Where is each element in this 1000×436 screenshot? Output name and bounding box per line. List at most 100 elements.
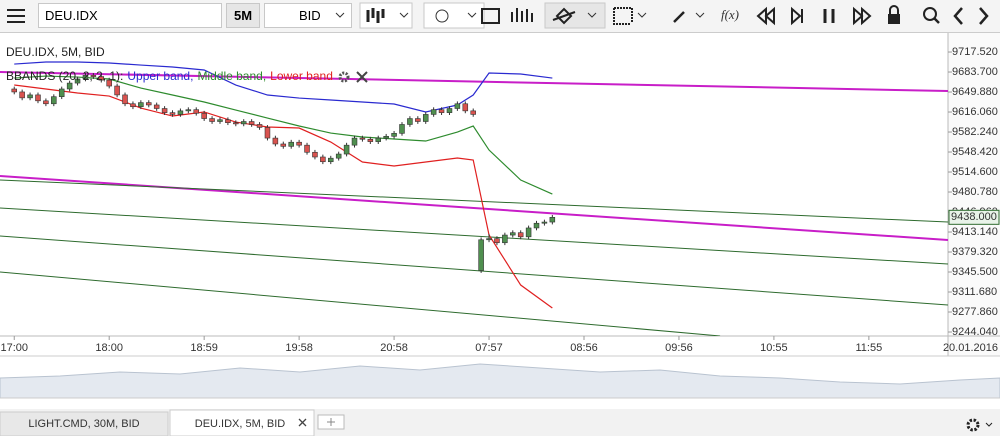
candle-body — [233, 122, 239, 125]
candle-body — [335, 153, 342, 159]
y-tick-label: 9514.600 — [952, 166, 998, 178]
candle-body — [494, 238, 500, 244]
legend-entry: Lower band — [270, 69, 333, 83]
indicator-icon — [435, 9, 449, 23]
last-price-box — [948, 209, 1000, 225]
step[interactable] — [791, 6, 803, 26]
candle-body — [11, 88, 17, 93]
candle-body — [304, 144, 310, 153]
settings-caret — [985, 422, 993, 427]
navigator[interactable] — [0, 363, 1000, 399]
grid-icon[interactable] — [613, 7, 633, 25]
legend-entry: Upper band, — [127, 69, 194, 83]
candle-body — [415, 118, 421, 122]
candle-body — [454, 103, 461, 109]
candle-body — [541, 221, 548, 224]
indicator-remove[interactable] — [356, 71, 368, 83]
date-label: 20.01.2016 — [943, 342, 998, 354]
trend-line — [0, 179, 948, 223]
candle-body — [43, 100, 49, 105]
y-tick-label: 9649.880 — [952, 86, 998, 98]
candle-body — [98, 76, 105, 81]
draw-icon[interactable] — [673, 11, 685, 23]
candle-body — [478, 239, 484, 271]
candle-body — [138, 102, 144, 108]
candle-body — [201, 112, 207, 119]
settings[interactable] — [966, 418, 980, 432]
caret — [399, 12, 409, 18]
x-tick-label: 07:57 — [475, 342, 503, 354]
candle-body — [19, 91, 25, 99]
candle-body — [264, 127, 271, 139]
band-line — [14, 84, 553, 309]
candle-body — [225, 119, 231, 123]
zoom-handle — [933, 17, 940, 24]
toolbar-icons: f(x) — [359, 2, 989, 29]
candle-body — [517, 232, 524, 238]
rewind[interactable] — [756, 6, 775, 26]
candle-body — [328, 157, 334, 163]
x-tick-label: 18:59 — [190, 342, 218, 354]
candle-body — [114, 85, 120, 96]
lock[interactable] — [888, 14, 900, 24]
candle-body — [193, 109, 200, 114]
cursor-icon — [552, 7, 576, 25]
candle-body — [288, 141, 294, 147]
candle-body — [320, 156, 326, 163]
add-icon — [327, 418, 335, 426]
y-tick-label: 9683.700 — [952, 66, 998, 78]
candle-body — [272, 137, 279, 145]
period-button[interactable]: 5M — [226, 3, 260, 28]
zoom[interactable] — [923, 7, 937, 21]
candle-body — [161, 108, 168, 113]
candle-body — [407, 118, 413, 125]
candle-body — [27, 94, 33, 99]
menu[interactable] — [6, 7, 28, 25]
plot — [0, 61, 948, 336]
candle-body — [248, 121, 255, 125]
tab[interactable] — [0, 411, 169, 436]
close-tab[interactable] — [298, 418, 307, 427]
candle-body — [122, 94, 128, 105]
indicator-actions[interactable] — [337, 70, 377, 84]
caret — [695, 12, 705, 18]
y-tick-label: 9311.680 — [952, 286, 997, 298]
tab-label[interactable]: DEU.IDX, 5M, BID — [195, 418, 286, 430]
trend-line — [0, 271, 721, 336]
crosshair-button[interactable] — [544, 2, 606, 29]
indicator-legend: BBANDS (20, 2, 2, 1): Upper band, Middle b… — [6, 64, 377, 88]
y-tick-label: 9277.860 — [952, 306, 998, 318]
candle-body — [422, 114, 429, 122]
lock-shackle — [889, 5, 899, 14]
candle-body — [66, 82, 73, 90]
indicator-button[interactable] — [423, 2, 485, 29]
volume-icon[interactable] — [511, 8, 533, 22]
legend: DEU.IDX, 5M, BID BBANDS (20, 2, 2, 1): Up… — [6, 40, 377, 88]
formula-icon[interactable]: f(x) — [721, 7, 739, 22]
candle-body — [359, 137, 366, 140]
trend-line — [0, 71, 948, 92]
candle-body — [375, 137, 382, 142]
forward[interactable] — [853, 6, 872, 26]
template-icon[interactable] — [481, 8, 500, 24]
candle-body — [502, 234, 508, 244]
candle-body — [462, 103, 469, 112]
indicator-settings[interactable] — [338, 71, 350, 83]
pause[interactable] — [823, 9, 835, 23]
side-select[interactable]: BID — [264, 3, 352, 28]
candle-body — [169, 112, 176, 115]
candle-body — [430, 109, 437, 115]
trend-line — [0, 235, 948, 306]
candle-body — [391, 133, 397, 137]
candle-body — [82, 75, 89, 80]
band-line — [14, 61, 553, 113]
candle-body — [351, 137, 358, 146]
caret — [587, 12, 597, 18]
candle-body — [106, 79, 112, 87]
scroll-arrows[interactable] — [953, 7, 989, 25]
tab-label[interactable]: LIGHT.CMD, 30M, BID — [28, 418, 139, 430]
tab-active[interactable] — [169, 409, 315, 436]
candle-body — [153, 104, 160, 109]
instrument-input[interactable]: DEU.IDX — [38, 3, 222, 28]
